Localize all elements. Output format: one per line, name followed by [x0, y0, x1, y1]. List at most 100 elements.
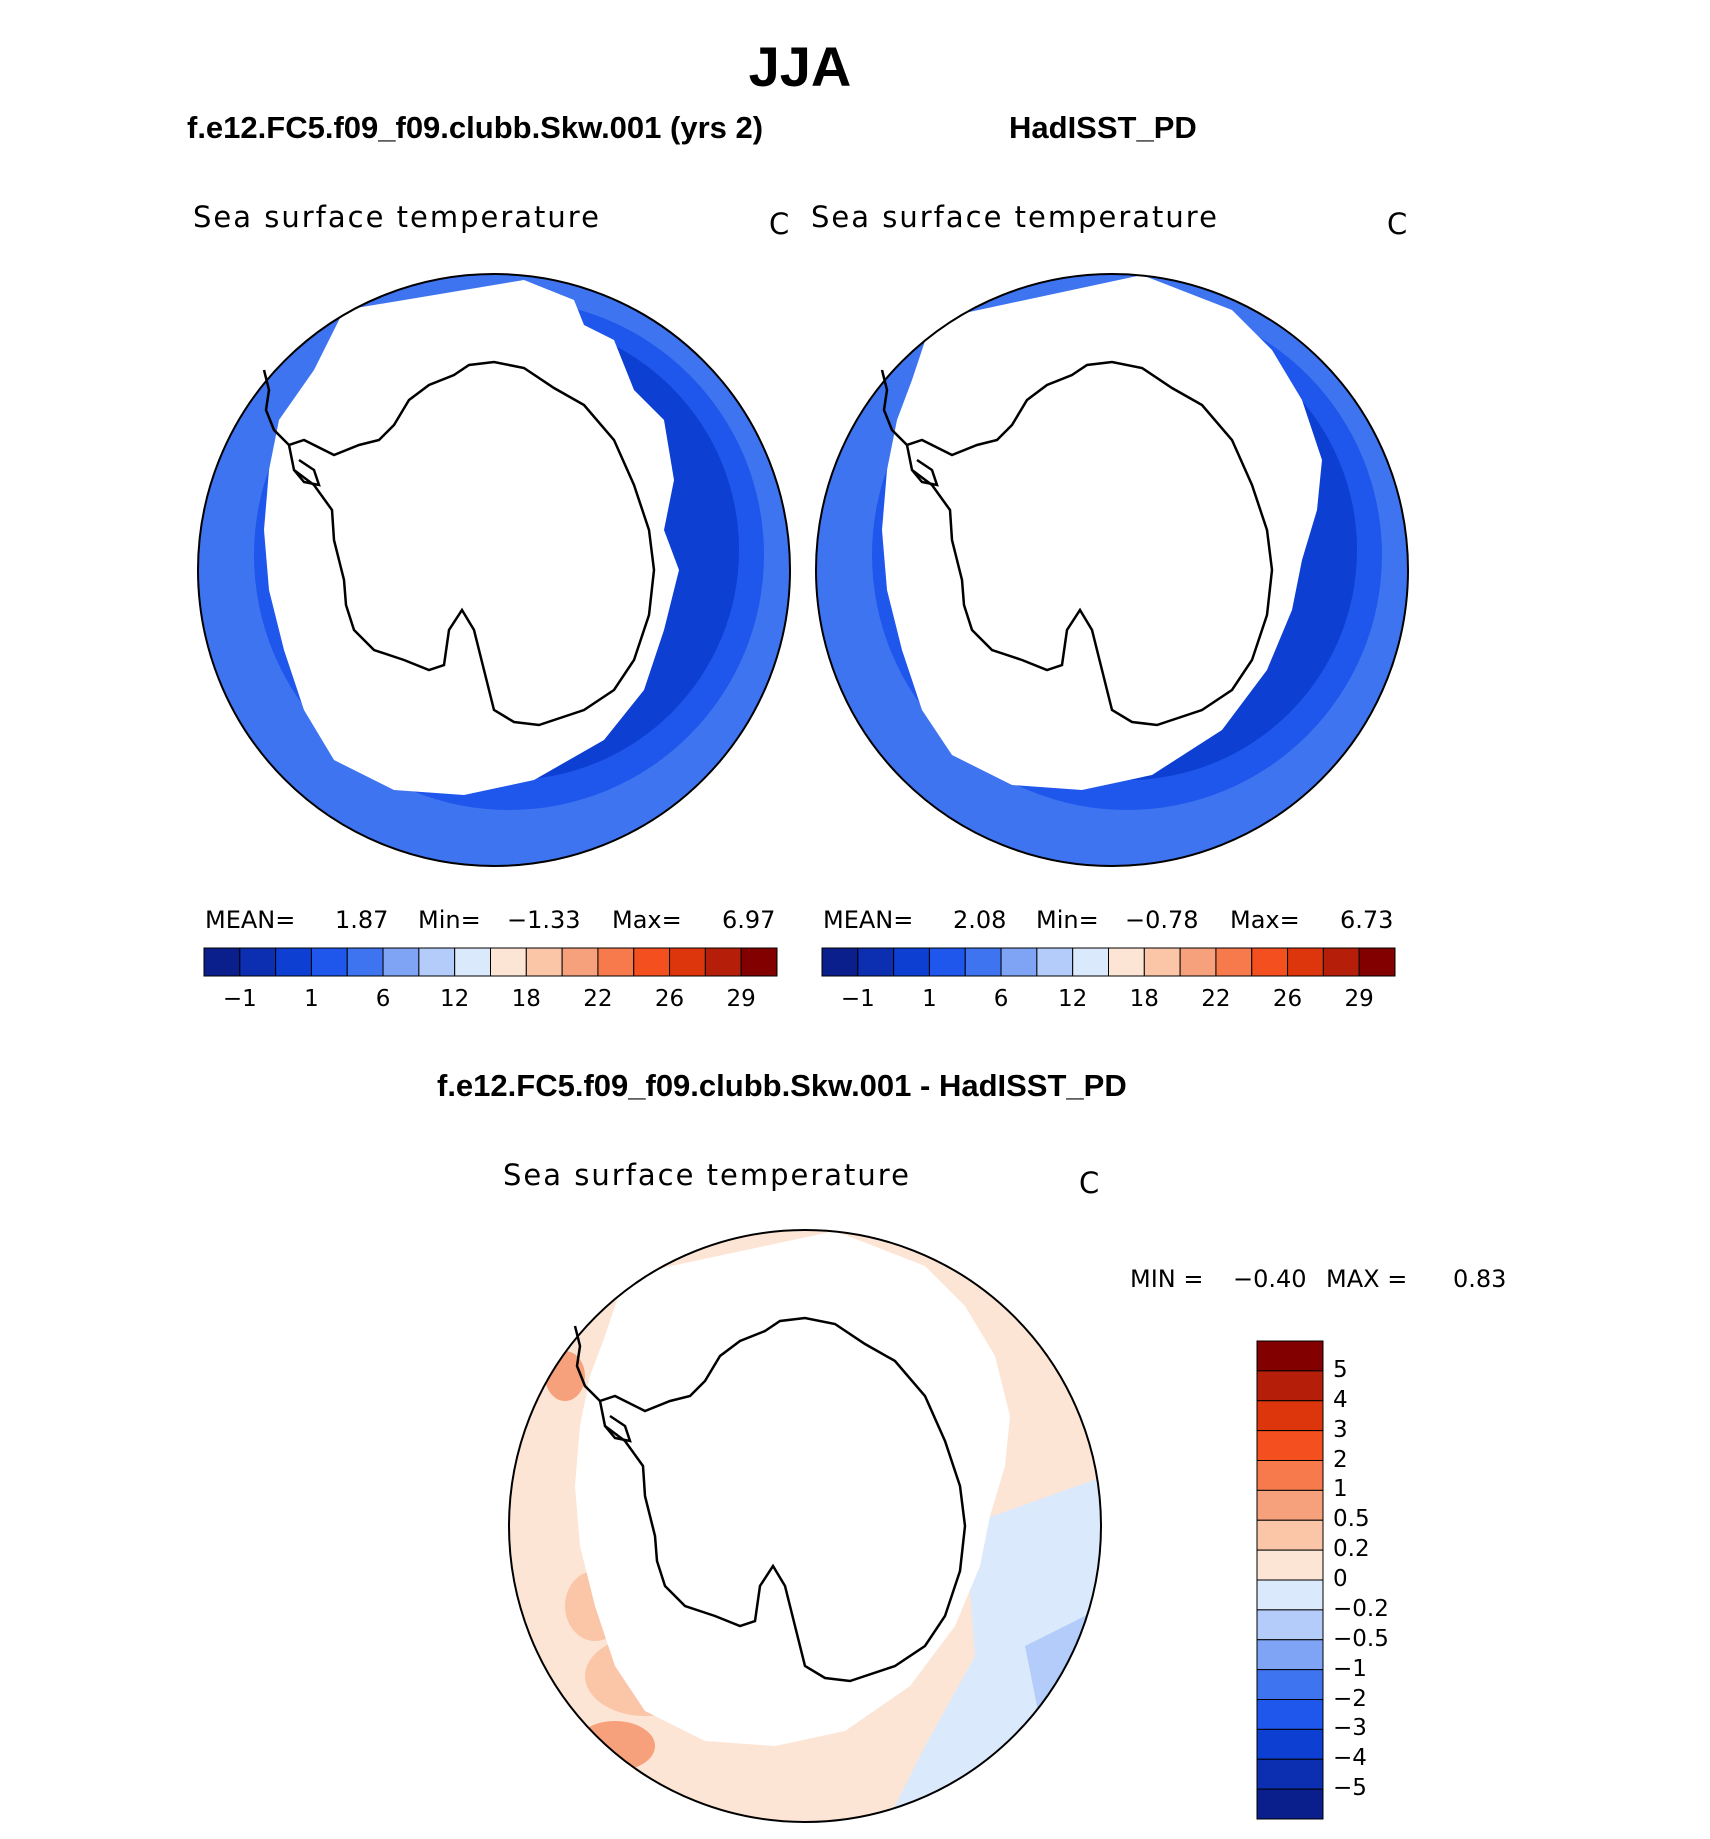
obs-polar-map	[815, 273, 1409, 867]
colorbar-tick-label: −4	[1333, 1745, 1367, 1772]
colorbar-tick-label: 29	[726, 986, 756, 1012]
colorbar-tick-label: −1	[222, 986, 257, 1012]
sea-ice-region	[882, 275, 1322, 790]
colorbar-swatch	[669, 947, 706, 977]
colorbar-tick-label: 26	[1272, 986, 1303, 1012]
mean-value: 1.87	[335, 906, 389, 934]
colorbar-tick-label: 12	[440, 986, 470, 1012]
antarctic-peninsula	[573, 1325, 632, 1443]
colorbar-tick-label: −5	[1333, 1775, 1367, 1802]
colorbar-swatch	[1256, 1549, 1324, 1581]
colorbar-swatch	[1000, 947, 1038, 977]
antarctica-coastline	[287, 360, 656, 727]
colorbar-swatch	[1256, 1788, 1324, 1820]
colorbar-swatch	[857, 947, 895, 977]
antarctica-coastline	[905, 360, 1274, 727]
colorbar-tick-label: 29	[1344, 986, 1374, 1012]
colorbar-swatch	[275, 947, 312, 977]
colorbar-swatch	[1143, 947, 1181, 977]
colorbar-tick-label: 22	[1201, 986, 1231, 1012]
min-value: −0.78	[1125, 906, 1199, 934]
antarctic-peninsula	[262, 369, 321, 487]
obs-variable-label: Sea surface temperature	[811, 200, 1219, 234]
colorbar-tick-label: 0.5	[1333, 1506, 1370, 1533]
colorbar-swatch	[1256, 1370, 1324, 1402]
colorbar-tick-label: −3	[1333, 1715, 1367, 1742]
diff-units-label: C	[1079, 1166, 1100, 1200]
colorbar-swatch	[1108, 947, 1145, 977]
diff-stats: MIN = −0.40 MAX = 0.83	[1130, 1265, 1530, 1295]
map-border	[815, 273, 1409, 867]
colorbar-tick-label: 3	[1333, 1416, 1348, 1443]
colorbar-swatch	[1256, 1639, 1324, 1671]
diff-colorbar-swatches	[1256, 1340, 1324, 1820]
map-border	[508, 1229, 1102, 1823]
model-stats: MEAN= 1.87 Min= −1.33 Max= 6.97	[205, 906, 785, 936]
antarctic-peninsula	[880, 369, 939, 487]
antarctica-coastline	[598, 1316, 967, 1683]
obs-stats: MEAN= 2.08 Min= −0.78 Max= 6.73	[823, 906, 1403, 936]
colorbar-tick-label: −1	[1333, 1655, 1367, 1682]
colorbar-tick-label: 22	[583, 986, 613, 1012]
obs-colorbar-swatches	[821, 947, 1396, 977]
colorbar-swatch	[418, 947, 456, 977]
diff-colorbar: 5 4 3 2 1 0.5 0.2 0 −0.2 −0.5 −1 −2 −3 −4 −5	[1256, 1340, 1389, 1820]
colorbar-tick-label: 26	[654, 986, 685, 1012]
colorbar-swatch	[1256, 1340, 1324, 1372]
sea-ice-region	[264, 280, 679, 795]
mean-label: MEAN=	[823, 906, 914, 934]
figure-title: JJA	[748, 35, 852, 98]
max-value: 0.83	[1453, 1265, 1507, 1293]
model-variable-label: Sea surface temperature	[193, 200, 601, 234]
colorbar-swatch	[310, 947, 348, 977]
colorbar-swatch	[1256, 1699, 1324, 1730]
colorbar-tick-label: −0.5	[1333, 1625, 1389, 1652]
colorbar-swatch	[928, 947, 966, 977]
max-label: MAX =	[1326, 1265, 1408, 1293]
colorbar-swatch	[1215, 947, 1253, 977]
min-label: MIN =	[1130, 1265, 1204, 1293]
colorbar-swatch	[1287, 947, 1324, 977]
model-polar-map	[197, 273, 791, 867]
colorbar-tick-label: 1	[1333, 1476, 1348, 1503]
colorbar-swatch	[893, 947, 930, 977]
max-value: 6.97	[722, 906, 776, 934]
colorbar-swatch	[1256, 1669, 1324, 1700]
diff-title: f.e12.FC5.f09_f09.clubb.Skw.001 - HadISS…	[437, 1068, 1127, 1103]
colorbar-tick-label: 1	[922, 986, 937, 1012]
min-label: Min=	[418, 906, 481, 934]
colorbar-tick-label: 0.2	[1333, 1536, 1370, 1563]
model-case-title: f.e12.FC5.f09_f09.clubb.Skw.001 (yrs 2)	[187, 110, 764, 145]
max-value: 6.73	[1340, 906, 1394, 934]
model-colorbar-swatches	[203, 947, 778, 977]
colorbar-tick-label: −0.2	[1333, 1595, 1389, 1622]
colorbar-swatch	[1256, 1489, 1324, 1521]
min-value: −0.40	[1233, 1265, 1307, 1293]
mean-label: MEAN=	[205, 906, 296, 934]
model-units-label: C	[769, 207, 790, 241]
colorbar-tick-label: 2	[1333, 1446, 1348, 1473]
colorbar-swatch	[1256, 1430, 1324, 1461]
colorbar-swatch	[239, 947, 277, 977]
colorbar-swatch	[1256, 1758, 1324, 1790]
diff-variable-label: Sea surface temperature	[503, 1158, 911, 1192]
min-value: −1.33	[507, 906, 581, 934]
obs-colorbar: −1 1 6 12 18 22 26 29	[821, 947, 1396, 1012]
colorbar-swatch	[1358, 947, 1396, 977]
colorbar-tick-label: 12	[1058, 986, 1088, 1012]
colorbar-swatch	[633, 947, 671, 977]
colorbar-tick-label: 6	[375, 986, 391, 1012]
colorbar-swatch	[454, 947, 491, 977]
colorbar-swatch	[740, 947, 778, 977]
colorbar-tick-label: 5	[1333, 1356, 1348, 1383]
map-border	[197, 273, 791, 867]
colorbar-tick-label: 18	[1129, 986, 1159, 1012]
obs-case-title: HadISST_PD	[1009, 110, 1197, 145]
colorbar-swatch	[1256, 1609, 1324, 1641]
colorbar-swatch	[1256, 1728, 1324, 1760]
colorbar-swatch	[203, 947, 241, 977]
diff-polar-map	[508, 1229, 1102, 1823]
colorbar-swatch	[382, 947, 420, 977]
colorbar-swatch	[1256, 1579, 1324, 1611]
colorbar-swatch	[1322, 947, 1360, 977]
